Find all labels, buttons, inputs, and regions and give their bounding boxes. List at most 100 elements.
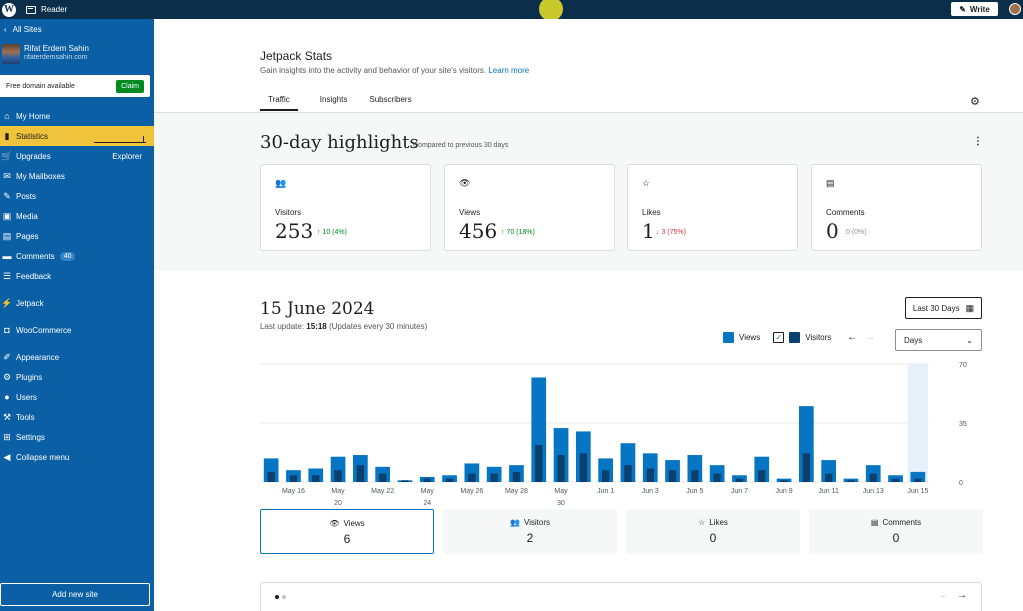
x-tick-label: May 16 [282,488,305,495]
all-sites-link[interactable]: ‹ All Sites [0,23,42,35]
x-tick-label: May 22 [371,488,394,495]
site-name: Rifat Erdem Sahin [24,44,89,53]
bar-visitors [914,478,922,482]
sidebar-item-posts[interactable]: ✎ Posts [0,186,154,206]
users-icon: ● [4,392,10,402]
bar-visitors [847,480,855,482]
visitors-checkbox[interactable]: ✓ [773,332,785,343]
x-tick-label: 20 [334,500,342,507]
bar-visitors [824,473,833,482]
main-content: Jetpack Stats Gain insights into the act… [154,19,1023,611]
page-title: Jetpack Stats [260,49,333,63]
interval-select[interactable]: Days ⌄ [895,329,982,351]
sidebar-item-my-mailboxes[interactable]: ✉ My Mailboxes [0,166,154,186]
highlight-label: Views [459,208,481,217]
interval-value: Days [904,335,923,345]
x-tick-label: Jun 5 [686,488,703,495]
add-new-site-button[interactable]: Add new site [0,583,150,606]
bar-visitors [713,473,721,482]
bar-visitors [869,473,877,482]
arrow-left-icon[interactable]: ← [939,590,949,601]
write-button[interactable]: ✎ Write [951,2,998,16]
last-update-note: (Updates every 30 minutes) [328,322,428,331]
cursor-highlight [539,0,563,21]
stat-tab-views[interactable]: 👁 Views 6 [260,509,434,554]
sidebar-item-label: My Home [16,111,51,121]
sidebar-item-label: Comments [16,251,55,261]
stat-tab-value: 0 [892,531,900,545]
selected-day-highlight [907,364,928,482]
bar-visitors [490,473,498,482]
sidebar: ‹ All Sites Rifat Erdem Sahin rifaterdem… [0,19,159,611]
sidebar-item-statistics[interactable]: ▮ Statistics [0,126,159,146]
page-dot[interactable] [282,595,286,599]
traffic-date: 15 June 2024 [260,299,375,319]
user-avatar[interactable] [1009,3,1021,15]
sidebar-item-media[interactable]: ▣ Media [0,206,154,226]
calendar-icon: ▦ [965,302,975,313]
more-options-icon[interactable]: ⋮ [973,136,983,147]
sidebar-item-label: Pages [16,231,39,241]
reader-link[interactable]: Reader [26,5,67,14]
pen-icon: ✎ [959,4,966,14]
legend-views: Views [739,333,761,342]
wordpress-logo-icon[interactable]: W [2,2,16,17]
sidebar-item-tools[interactable]: ⚒ Tools [0,407,154,427]
stat-tab-label: Visitors [523,518,551,527]
traffic-chart: 0 35 70 May 16 May 20 May 22 May 24 May 26 May 28 M… [260,362,967,507]
highlight-card-visitors: 👥 Visitors 253 ↑ 10 (4%) [260,164,431,251]
gear-icon[interactable]: ⚙ [970,96,980,108]
x-tick-label: May [421,488,435,495]
sidebar-item-label: Tools [16,412,35,422]
eye-icon: 👁 [329,519,340,528]
sidebar-item-collapse-menu[interactable]: ◀ Collapse menu [0,447,154,467]
stats-module-panel: ← → [260,582,982,611]
bar-visitors [445,478,454,482]
tab-traffic[interactable]: Traffic [260,95,298,111]
sidebar-item-feedback[interactable]: ☰ Feedback [0,266,154,286]
page-dot[interactable] [275,595,279,599]
sidebar-item-users[interactable]: ● Users [0,387,154,407]
sidebar-item-label: Settings [16,432,45,442]
sidebar-item-woocommerce[interactable]: ◘ WooCommerce [0,320,154,340]
highlight-label: Comments [826,208,865,217]
date-range-button[interactable]: Last 30 Days ▦ [905,297,982,319]
chart-legend: Views ✓ Visitors ← → [723,332,883,343]
stat-tab-label: Views [343,519,365,528]
x-tick-label: May [331,488,345,495]
stats-icon: ▮ [4,130,10,141]
mail-icon: ✉ [3,170,11,181]
tab-insights[interactable]: Insights [319,95,348,104]
sidebar-item-jetpack[interactable]: ⚡ Jetpack [0,293,154,313]
arrow-right-icon[interactable]: → [865,332,876,343]
stat-tab-comments[interactable]: ▤ Comments 0 [809,509,983,554]
feedback-icon: ☰ [2,270,12,281]
y-tick-label: 35 [959,421,967,428]
stat-tab-value: 6 [343,532,351,546]
last-update: Last update: 15:18 (Updates every 30 min… [260,322,427,331]
sidebar-item-upgrades[interactable]: 🛒 Upgrades Explorer [0,146,154,166]
bar-visitors [312,475,320,482]
stat-tab-visitors[interactable]: 👥 Visitors 2 [443,509,617,554]
sidebar-item-comments[interactable]: ▬ Comments 40 [0,246,154,266]
x-tick-label: Jun 1 [597,488,614,495]
stat-tab-likes[interactable]: ☆ Likes 0 [626,509,800,554]
stat-tab-value: 2 [526,531,534,545]
bar-visitors [468,473,476,482]
learn-more-link[interactable]: Learn more [488,66,530,75]
sidebar-item-settings[interactable]: ⊞ Settings [0,427,154,447]
arrow-left-icon[interactable]: ← [847,332,858,343]
bar-visitors [401,480,409,482]
site-card[interactable]: Rifat Erdem Sahin rifaterdemsahin.com [0,41,154,67]
arrow-right-icon[interactable]: → [957,590,967,601]
y-tick-label: 70 [959,362,967,369]
sidebar-item-pages[interactable]: ▤ Pages [0,226,154,246]
pager-arrows: ← → [931,590,967,601]
bar-visitors [802,453,811,482]
sidebar-item-my-home[interactable]: ⌂ My Home [0,106,154,126]
sidebar-item-appearance[interactable]: ✐ Appearance [0,347,154,367]
sidebar-item-plugins[interactable]: ⚙ Plugins [0,367,154,387]
tab-subscribers[interactable]: Subscribers [369,95,412,104]
highlight-card-comments: ▤ Comments 0 0 (0%) [811,164,982,251]
claim-button[interactable]: Claim [116,79,144,93]
